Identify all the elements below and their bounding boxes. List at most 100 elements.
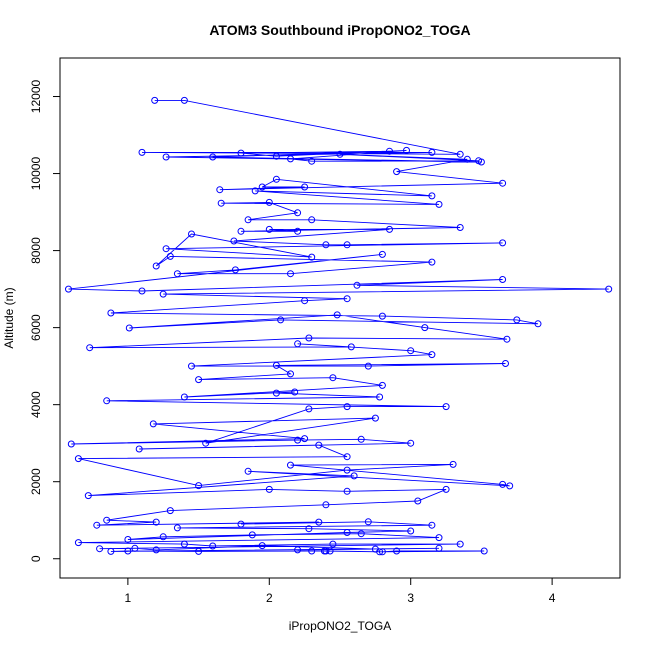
x-tick-label: 4 xyxy=(549,591,556,605)
y-tick-label: 10000 xyxy=(29,157,43,191)
data-point xyxy=(378,312,386,320)
data-point xyxy=(449,460,457,468)
data-point xyxy=(393,168,401,176)
data-point xyxy=(329,540,337,548)
y-tick-label: 4000 xyxy=(29,391,43,418)
data-point xyxy=(442,403,450,411)
data-point xyxy=(463,155,471,163)
data-point xyxy=(308,216,316,224)
data-point xyxy=(162,245,170,253)
x-axis-label: iPropONO2_TOGA xyxy=(289,619,391,633)
data-point xyxy=(315,441,323,449)
chart-title: ATOM3 Southbound iPropONO2_TOGA xyxy=(209,22,470,38)
x-ticks: 1 2 3 4 xyxy=(125,578,556,605)
data-point xyxy=(188,230,195,238)
data-point xyxy=(499,480,507,488)
series-layer xyxy=(65,96,613,556)
data-point xyxy=(428,192,436,200)
data-point xyxy=(237,520,245,528)
data-point xyxy=(209,542,217,550)
data-point xyxy=(343,466,351,474)
data-point xyxy=(74,539,82,547)
data-point xyxy=(248,531,256,539)
data-point xyxy=(403,146,410,154)
data-point xyxy=(74,455,82,463)
data-point xyxy=(272,361,280,369)
data-point xyxy=(294,436,302,444)
data-point xyxy=(305,525,313,533)
data-point xyxy=(347,343,355,351)
data-point xyxy=(272,175,280,183)
data-point xyxy=(513,316,521,324)
y-tick-label: 2000 xyxy=(29,468,43,495)
data-point xyxy=(378,250,386,258)
data-point xyxy=(180,96,188,104)
data-point xyxy=(343,529,351,536)
y-axis-label: Altitude (m) xyxy=(2,287,16,348)
data-point xyxy=(103,397,111,405)
y-tick-label: 8000 xyxy=(29,237,43,264)
data-point xyxy=(152,262,160,270)
data-point xyxy=(138,148,146,156)
data-point xyxy=(237,227,245,235)
data-point xyxy=(378,548,386,556)
data-point xyxy=(135,445,143,453)
data-point xyxy=(376,393,384,401)
data-point xyxy=(152,518,160,526)
data-point xyxy=(407,527,415,535)
data-point xyxy=(93,521,101,529)
data-point xyxy=(152,546,160,554)
data-point xyxy=(124,547,132,555)
data-point xyxy=(503,335,511,343)
data-point xyxy=(65,285,72,293)
data-point xyxy=(364,362,372,370)
data-point xyxy=(456,224,464,231)
data-point xyxy=(371,414,379,422)
data-point xyxy=(357,435,365,443)
data-point xyxy=(244,216,252,224)
data-point xyxy=(308,157,316,165)
data-point xyxy=(230,237,238,245)
data-point xyxy=(294,340,302,348)
data-point xyxy=(605,285,613,293)
data-point xyxy=(421,324,429,332)
data-point xyxy=(343,403,351,411)
data-point xyxy=(407,347,415,355)
data-point xyxy=(499,276,507,283)
data-point xyxy=(166,507,174,515)
data-point xyxy=(166,252,174,260)
data-point xyxy=(195,547,203,555)
data-point xyxy=(272,152,280,160)
data-point xyxy=(442,485,450,493)
data-point xyxy=(305,334,313,342)
data-point xyxy=(86,344,94,352)
data-point xyxy=(159,290,167,298)
data-point xyxy=(258,183,266,191)
data-point xyxy=(162,153,170,161)
data-point xyxy=(435,534,443,542)
data-point xyxy=(287,155,294,163)
data-point xyxy=(322,241,330,249)
data-point xyxy=(195,376,203,384)
data-point xyxy=(343,295,351,303)
data-point xyxy=(301,297,309,305)
data-point xyxy=(265,225,273,233)
data-point xyxy=(277,316,285,324)
data-point xyxy=(428,351,436,359)
data-point xyxy=(315,518,323,526)
data-point xyxy=(159,533,167,541)
data-point xyxy=(217,199,225,207)
x-tick-label: 1 xyxy=(125,591,132,605)
data-point xyxy=(357,530,365,538)
data-point xyxy=(287,270,294,278)
data-point xyxy=(386,147,393,155)
data-point xyxy=(506,482,514,490)
data-point xyxy=(67,440,75,448)
data-point xyxy=(456,540,464,548)
plot-frame xyxy=(59,57,621,579)
data-point xyxy=(428,148,436,156)
data-point xyxy=(149,420,157,428)
data-point xyxy=(125,324,133,332)
